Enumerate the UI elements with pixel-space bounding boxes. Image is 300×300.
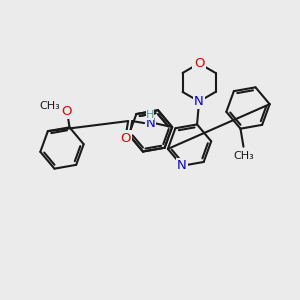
Text: N: N bbox=[177, 159, 187, 172]
Text: N: N bbox=[194, 95, 204, 108]
Text: O: O bbox=[61, 105, 72, 118]
Text: O: O bbox=[120, 132, 130, 145]
Text: CH₃: CH₃ bbox=[233, 151, 254, 161]
Text: O: O bbox=[194, 57, 204, 70]
Text: N: N bbox=[145, 117, 155, 130]
Text: CH₃: CH₃ bbox=[39, 101, 60, 111]
Text: H: H bbox=[146, 110, 154, 120]
